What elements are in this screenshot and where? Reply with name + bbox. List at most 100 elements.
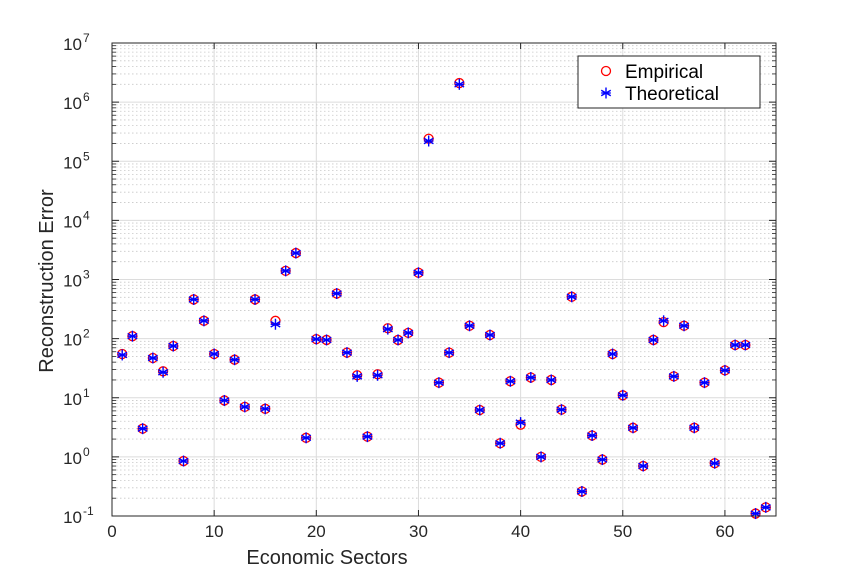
- theoretical-point: [249, 293, 261, 305]
- x-tick-label: 10: [205, 522, 224, 541]
- theoretical-point: [709, 457, 720, 469]
- theoretical-point: [607, 348, 618, 360]
- theoretical-point: [576, 485, 588, 497]
- theoretical-point: [740, 339, 751, 351]
- theoretical-point: [229, 354, 240, 366]
- theoretical-point: [515, 417, 526, 429]
- y-tick-exponent: 0: [83, 445, 90, 459]
- x-tick-labels: 0 10 20 30 40 50 60: [107, 522, 734, 541]
- theoretical-point: [168, 340, 179, 352]
- y-tick-label: 10: [63, 212, 82, 231]
- grid: [111, 43, 776, 516]
- y-tick-exponent: 3: [83, 268, 90, 282]
- y-tick-exponent: 1: [83, 386, 90, 400]
- theoretical-point: [760, 501, 771, 513]
- y-axis-label: Reconstruction Error: [36, 189, 58, 373]
- theoretical-point: [209, 348, 220, 360]
- x-tick-label: 40: [511, 522, 530, 541]
- x-tick-label: 20: [307, 522, 326, 541]
- y-tick-label: 10: [63, 449, 82, 468]
- theoretical-point: [484, 329, 496, 341]
- y-tick-exponent: 6: [83, 90, 90, 104]
- x-tick-label: 50: [613, 522, 632, 541]
- theoretical-point: [566, 291, 577, 303]
- legend-empirical-label: Empirical: [625, 62, 703, 83]
- y-tick-label: 10: [63, 94, 82, 113]
- y-tick-label: 10: [63, 35, 82, 54]
- theoretical-point: [525, 372, 536, 384]
- y-tick-exponent: 2: [83, 327, 90, 341]
- theoretical-point: [239, 401, 250, 413]
- theoretical-point: [617, 389, 628, 401]
- y-tick-label: 10: [63, 508, 82, 527]
- axis-ticks: [111, 43, 776, 517]
- theoretical-point: [750, 508, 761, 520]
- theoretical-point: [117, 349, 128, 361]
- theoretical-point: [433, 377, 445, 389]
- theoretical-point: [352, 370, 363, 382]
- theoretical-point: [678, 320, 690, 332]
- theoretical-point: [137, 423, 148, 435]
- theoretical-point: [719, 364, 731, 376]
- theoretical-point: [648, 334, 659, 346]
- theoretical-series: [117, 78, 771, 520]
- theoretical-point: [454, 78, 465, 90]
- theoretical-point: [382, 323, 393, 335]
- theoretical-point: [413, 267, 424, 279]
- theoretical-point: [270, 318, 281, 330]
- y-tick-label: 10: [63, 390, 82, 409]
- theoretical-point: [403, 327, 414, 339]
- theoretical-point: [147, 352, 158, 364]
- y-tick-exponent: -1: [83, 504, 94, 518]
- theoretical-point: [443, 347, 455, 359]
- theoretical-point: [658, 315, 669, 327]
- theoretical-point: [495, 437, 506, 449]
- y-tick-label: 10: [63, 331, 82, 350]
- legend-box: [577, 55, 761, 109]
- theoretical-point: [597, 454, 608, 466]
- y-tick-exponent: 5: [83, 149, 90, 163]
- theoretical-point: [219, 394, 230, 406]
- theoretical-point: [730, 339, 741, 351]
- theoretical-point: [689, 422, 700, 434]
- theoretical-point: [372, 369, 383, 381]
- theoretical-point: [699, 377, 710, 389]
- y-tick-exponent: 4: [83, 208, 90, 222]
- theoretical-point: [290, 247, 301, 259]
- theoretical-point: [505, 375, 516, 387]
- x-tick-label: 0: [107, 522, 116, 541]
- legend-asterisk-icon: [600, 87, 612, 99]
- theoretical-point: [280, 265, 291, 277]
- theoretical-point: [300, 432, 312, 444]
- x-axis-label: Economic Sectors: [246, 547, 407, 569]
- theoretical-point: [587, 429, 598, 441]
- y-tick-label: 10: [63, 272, 82, 291]
- theoretical-point: [627, 422, 639, 434]
- theoretical-point: [321, 334, 332, 346]
- x-tick-label: 30: [409, 522, 428, 541]
- theoretical-point: [546, 374, 557, 386]
- theoretical-point: [341, 347, 353, 359]
- theoretical-point: [331, 287, 342, 299]
- theoretical-point: [127, 330, 138, 342]
- theoretical-point: [535, 451, 547, 463]
- theoretical-point: [260, 403, 271, 415]
- theoretical-point: [157, 366, 169, 378]
- theoretical-point: [311, 333, 322, 345]
- theoretical-point: [668, 370, 679, 382]
- legend-empirical-marker: [600, 65, 612, 77]
- theoretical-point: [638, 460, 649, 472]
- legend-theoretical-label: Theoretical: [625, 84, 719, 105]
- theoretical-point: [423, 135, 434, 147]
- theoretical-point: [362, 431, 373, 443]
- legend: Empirical Theoretical: [577, 55, 761, 109]
- y-tick-label: 10: [63, 153, 82, 172]
- y-tick-exponent: 7: [83, 31, 90, 45]
- theoretical-point: [556, 404, 567, 416]
- theoretical-point: [464, 320, 475, 332]
- x-tick-label: 60: [715, 522, 734, 541]
- theoretical-point: [188, 293, 199, 305]
- legend-theoretical-marker: [600, 87, 612, 99]
